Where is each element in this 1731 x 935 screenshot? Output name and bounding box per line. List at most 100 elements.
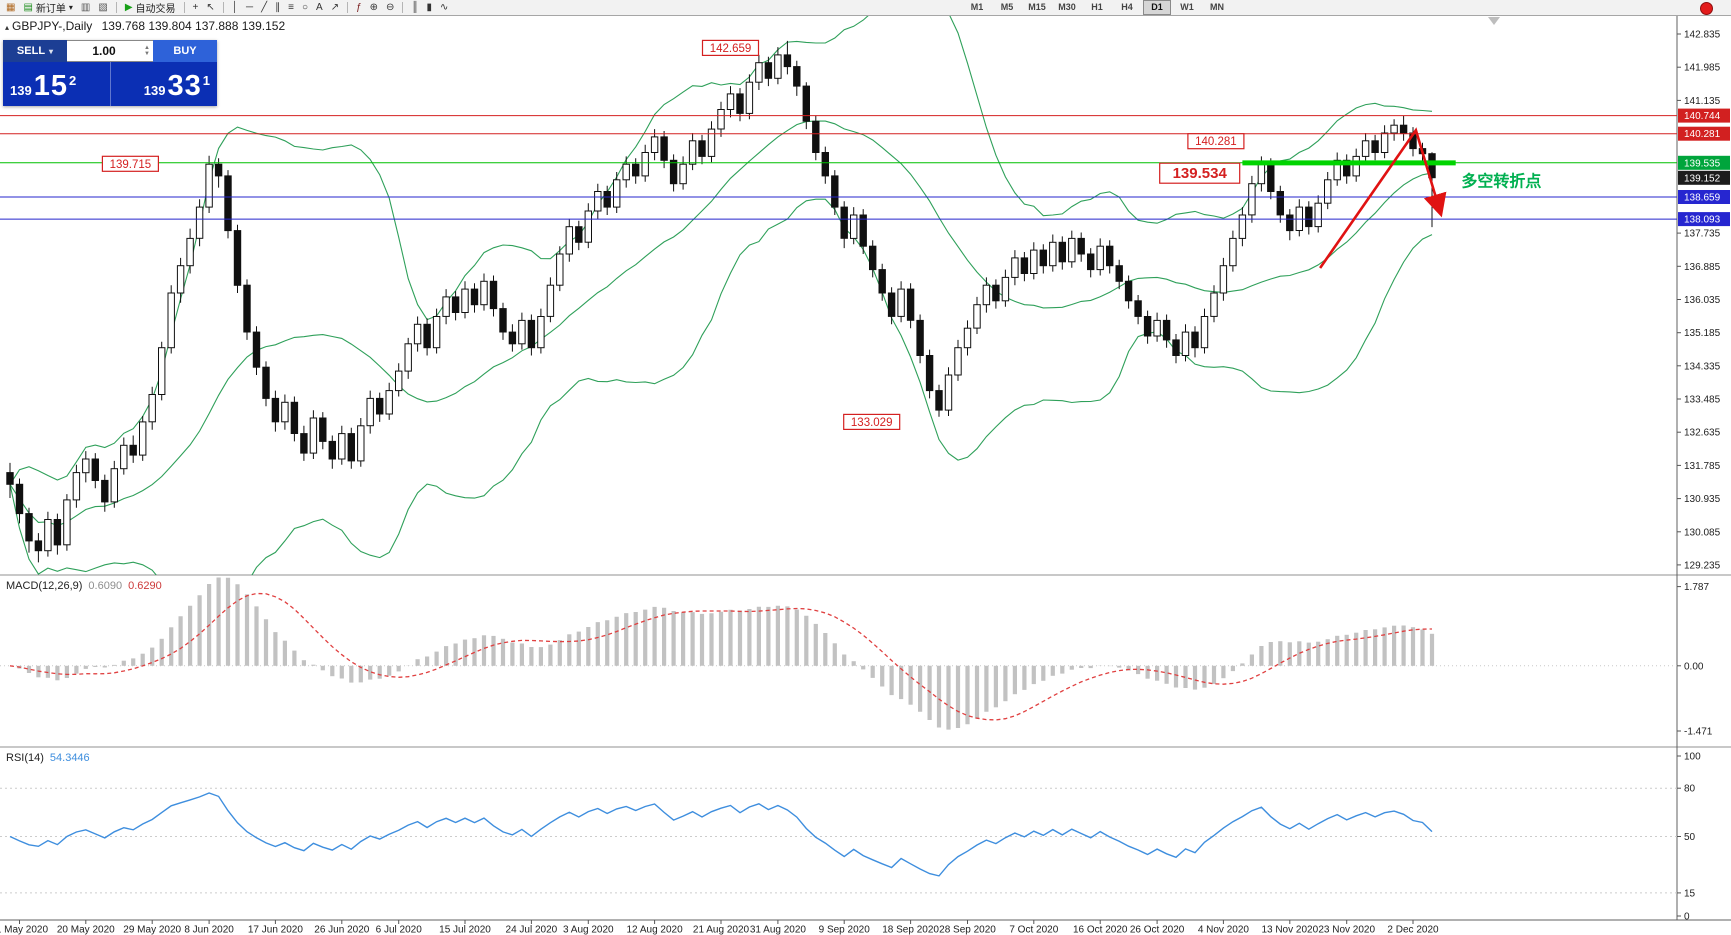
cursor-icon[interactable]: ↖: [203, 1, 217, 14]
timeframe-h4[interactable]: H4: [1121, 2, 1133, 12]
chart-title: ▴ GBPJPY-,Daily 139.768 139.804 137.888 1…: [5, 19, 285, 33]
date-tick-label: 9 Sep 2020: [819, 925, 871, 935]
autotrading-button-label: 自动交易: [135, 4, 176, 15]
price-tick-label: 135.185: [1684, 328, 1721, 339]
candlesticks: [6, 40, 1436, 563]
toolbar-separator: [402, 2, 404, 13]
price-callout[interactable]: 142.659: [701, 39, 760, 57]
spinner-down-icon[interactable]: ▼: [144, 51, 150, 57]
autotrading-icon: ▶: [124, 2, 133, 13]
date-tick-label: 21 Aug 2020: [693, 925, 750, 935]
timeframe-w1[interactable]: W1: [1180, 2, 1194, 12]
horizontal-line-icon[interactable]: ─: [243, 1, 256, 14]
spinner-up-icon[interactable]: ▲: [144, 45, 150, 51]
bollinger-middle-band: [9, 120, 1433, 527]
ohlc-values: 139.768 139.804 137.888 139.152: [101, 19, 286, 33]
timeframe-m5[interactable]: M5: [1000, 2, 1014, 12]
shapes-icon-glyph: ○: [301, 2, 309, 13]
volume-field: ▲▼: [67, 40, 153, 62]
timeframe-h1[interactable]: H1: [1091, 2, 1103, 12]
date-tick-label: 29 May 2020: [123, 925, 181, 935]
autotrading-button[interactable]: ▶ 自动交易: [122, 1, 179, 15]
chart-windows-icon-glyph: ▥: [80, 2, 91, 13]
trend-arrow[interactable]: [1319, 127, 1447, 269]
zoom-in-icon-glyph: ⊕: [369, 2, 379, 13]
text-label-icon[interactable]: A: [313, 1, 326, 14]
price-callout[interactable]: 139.534: [1159, 162, 1241, 184]
red-status-icon[interactable]: [1700, 2, 1713, 15]
price-callout[interactable]: 133.029: [843, 413, 901, 430]
profiles-icon[interactable]: ▧: [95, 1, 110, 14]
timeframe-m15[interactable]: M15: [1028, 2, 1046, 12]
macd-signal-value: 0.6290: [128, 580, 162, 592]
volume-input[interactable]: [67, 43, 141, 59]
crosshair-icon[interactable]: +: [190, 1, 202, 14]
vertical-line-icon[interactable]: │: [229, 1, 241, 14]
bollinger-upper-band: [9, 15, 1433, 485]
timeframe-d1[interactable]: D1: [1143, 0, 1171, 15]
sell-button[interactable]: SELL ▾: [3, 40, 67, 62]
trendline-icon[interactable]: ╱: [258, 1, 270, 14]
volume-spinner[interactable]: ▲ ▼: [141, 45, 153, 57]
horizontal-line-icon-glyph: ─: [246, 2, 254, 13]
arrows-icon[interactable]: ↗: [328, 1, 342, 14]
date-tick-label: 28 Sep 2020: [939, 925, 996, 935]
line-chart-icon[interactable]: ∿: [437, 1, 451, 14]
timeframe-m1[interactable]: M1: [970, 2, 984, 12]
new-order-icon: ▤: [23, 2, 33, 13]
date-tick-label: 16 Oct 2020: [1073, 925, 1128, 935]
date-tick-label: 8 Jun 2020: [184, 925, 234, 935]
date-tick-label: 15 Jul 2020: [439, 925, 491, 935]
price-callout-text: 139.715: [110, 159, 152, 171]
buy-button[interactable]: BUY: [153, 40, 217, 62]
toolbar-separator: [115, 2, 117, 13]
chevron-down-icon: ▾: [49, 46, 54, 56]
price-callout-text: 142.659: [710, 43, 752, 55]
equidistant-channel-icon[interactable]: ∥: [272, 1, 283, 14]
buy-price-pips: 33: [167, 70, 202, 102]
zoom-in-icon[interactable]: ⊕: [367, 1, 381, 14]
turning-point-label[interactable]: 多空转折点: [1461, 172, 1541, 191]
chart-shift-marker[interactable]: [1488, 17, 1500, 25]
macd-tick-label: 1.787: [1684, 582, 1709, 593]
price-callout[interactable]: 140.281: [1187, 133, 1245, 150]
new-chart-icon-glyph: ▦: [6, 2, 16, 13]
new-chart-icon[interactable]: ▦: [3, 1, 18, 14]
price-axis[interactable]: 142.835 141.985 141.135 137.735 136.885 136.0…: [1677, 30, 1730, 572]
vertical-line-icon-glyph: │: [231, 2, 239, 13]
svg-text:138.659: 138.659: [1684, 193, 1721, 204]
price-tick-label: 136.035: [1684, 295, 1721, 306]
sell-price-point: 2: [68, 73, 77, 88]
svg-text:139.152: 139.152: [1684, 173, 1721, 184]
timeframe-mn[interactable]: MN: [1210, 2, 1224, 12]
sell-price-display[interactable]: 139 15 2: [3, 62, 111, 106]
rsi-tick-label: 15: [1684, 888, 1696, 899]
macd-axis[interactable]: 1.787 0.00 -1.471: [1677, 582, 1713, 738]
chart-windows-icon[interactable]: ▥: [78, 1, 93, 14]
timeframe-m30[interactable]: M30: [1058, 2, 1076, 12]
rsi-name: RSI(14): [6, 752, 44, 764]
price-line-label: 140.281: [1678, 126, 1730, 141]
rsi-axis[interactable]: 100 80 50 15 0: [1677, 752, 1701, 923]
bar-chart-icon-glyph: ║: [411, 2, 419, 13]
new-order-button[interactable]: ▤ 新订单 ▾: [20, 1, 75, 15]
price-tick-label: 136.885: [1684, 262, 1721, 273]
bar-chart-icon[interactable]: ║: [408, 1, 421, 14]
macd-name: MACD(12,26,9): [6, 580, 83, 592]
candlestick-chart-icon[interactable]: ▮: [424, 1, 436, 14]
price-line-label: 139.152: [1678, 170, 1730, 185]
fibonacci-icon[interactable]: ≡: [285, 1, 297, 14]
date-tick-label: 13 Nov 2020: [1261, 925, 1318, 935]
date-tick-label: 26 Jun 2020: [314, 925, 369, 935]
shapes-icon[interactable]: ○: [299, 1, 311, 14]
date-tick-label: 7 Oct 2020: [1009, 925, 1058, 935]
bullish-candles: [44, 54, 1398, 552]
price-callout[interactable]: 139.715: [101, 155, 160, 172]
macd-indicator-label: MACD(12,26,9) 0.6090 0.6290: [6, 580, 162, 592]
indicators-icon[interactable]: ƒ: [353, 1, 365, 14]
toolbar-icons: ▦ ▤ 新订单 ▾ ▥ ▧ ▶ 自动交易 + ↖ │ ─ ╱ ∥ ≡ ○ A ↗ ƒ ⊕ ⊖ ║ ▮ ∿: [2, 0, 452, 15]
buy-price-display[interactable]: 139 33 1: [111, 62, 218, 106]
zoom-out-icon[interactable]: ⊖: [383, 1, 397, 14]
